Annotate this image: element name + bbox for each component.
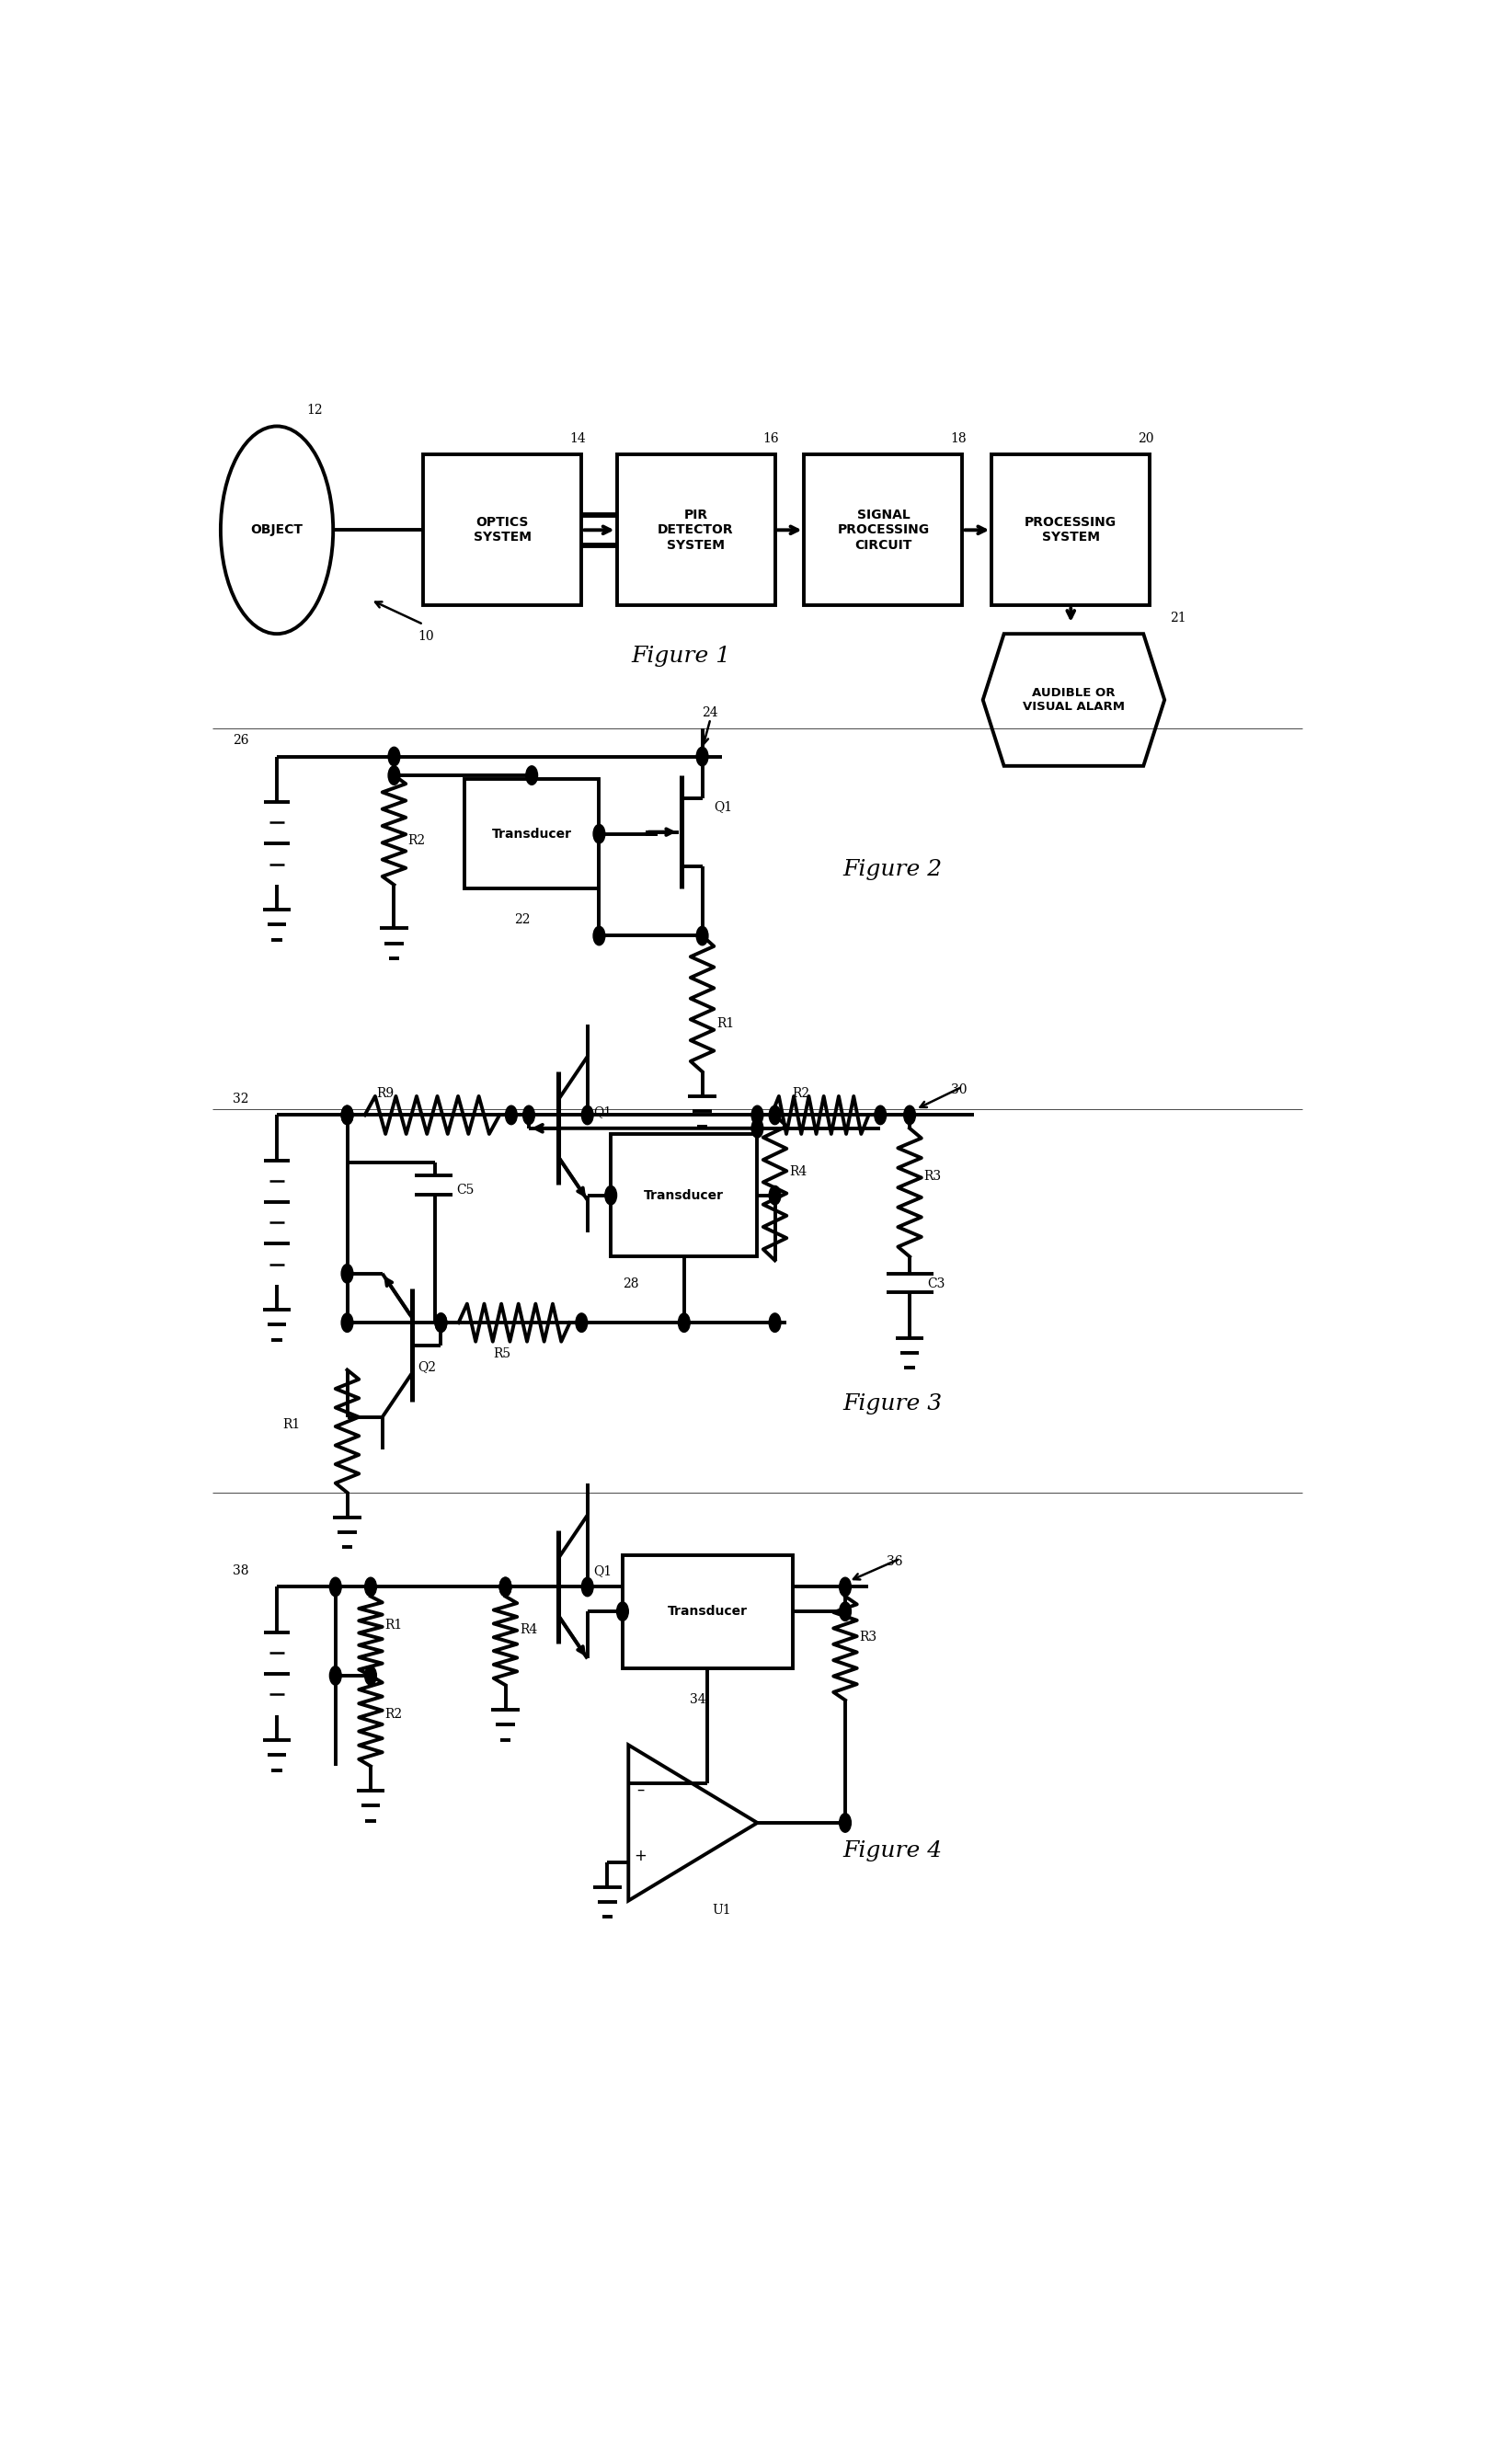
Circle shape — [435, 1314, 448, 1333]
FancyBboxPatch shape — [464, 779, 599, 890]
Text: Q1: Q1 — [593, 1105, 612, 1118]
Circle shape — [342, 1105, 352, 1125]
Polygon shape — [629, 1745, 758, 1900]
Text: +: + — [634, 1848, 647, 1865]
Circle shape — [342, 1105, 352, 1125]
Text: 16: 16 — [764, 431, 779, 446]
Text: R1: R1 — [384, 1618, 402, 1632]
Circle shape — [582, 1105, 593, 1125]
Circle shape — [617, 1603, 629, 1620]
Text: 10: 10 — [417, 630, 434, 642]
Text: R1: R1 — [283, 1419, 301, 1431]
Circle shape — [593, 824, 605, 843]
FancyBboxPatch shape — [623, 1554, 792, 1669]
Polygon shape — [983, 635, 1164, 765]
FancyBboxPatch shape — [617, 453, 774, 605]
Text: 34: 34 — [689, 1694, 706, 1706]
Text: –: – — [637, 1782, 644, 1799]
Text: U1: U1 — [712, 1904, 732, 1917]
Text: 28: 28 — [623, 1277, 638, 1292]
Circle shape — [751, 1118, 764, 1137]
Text: Figure 1: Figure 1 — [632, 647, 730, 667]
Text: 18: 18 — [951, 431, 966, 446]
Text: Q1: Q1 — [593, 1564, 612, 1578]
Circle shape — [839, 1578, 851, 1596]
Circle shape — [330, 1578, 342, 1596]
Circle shape — [839, 1814, 851, 1833]
Circle shape — [342, 1314, 352, 1333]
Text: Q1: Q1 — [714, 799, 732, 814]
Circle shape — [839, 1603, 851, 1620]
Circle shape — [770, 1314, 780, 1333]
Text: 24: 24 — [702, 706, 718, 718]
Text: OBJECT: OBJECT — [251, 525, 302, 537]
Text: Figure 3: Figure 3 — [842, 1392, 942, 1414]
Text: 21: 21 — [1170, 610, 1187, 625]
Text: R4: R4 — [789, 1164, 807, 1179]
Text: R1: R1 — [717, 1017, 733, 1029]
Text: 14: 14 — [570, 431, 587, 446]
Text: Figure 2: Figure 2 — [842, 860, 942, 880]
Circle shape — [582, 1578, 593, 1596]
FancyBboxPatch shape — [423, 453, 582, 605]
Text: Q2: Q2 — [417, 1360, 435, 1373]
Circle shape — [364, 1667, 376, 1684]
Circle shape — [593, 926, 605, 946]
FancyBboxPatch shape — [992, 453, 1149, 605]
Text: R3: R3 — [859, 1630, 877, 1645]
Circle shape — [342, 1265, 352, 1282]
Circle shape — [874, 1105, 886, 1125]
Ellipse shape — [221, 426, 333, 635]
Text: OPTICS
SYSTEM: OPTICS SYSTEM — [473, 517, 531, 544]
Circle shape — [505, 1105, 517, 1125]
Circle shape — [697, 926, 708, 946]
Text: R9: R9 — [376, 1088, 395, 1100]
Text: R2: R2 — [792, 1088, 810, 1100]
Text: 30: 30 — [951, 1083, 966, 1096]
Text: 26: 26 — [233, 735, 248, 748]
Circle shape — [576, 1314, 587, 1333]
Circle shape — [751, 1105, 764, 1125]
Text: PROCESSING
SYSTEM: PROCESSING SYSTEM — [1025, 517, 1117, 544]
Text: R5: R5 — [493, 1348, 511, 1360]
Circle shape — [499, 1578, 511, 1596]
Circle shape — [499, 1578, 511, 1596]
Text: 36: 36 — [886, 1554, 903, 1569]
Text: Transducer: Transducer — [644, 1189, 724, 1201]
Text: 22: 22 — [514, 914, 531, 926]
Text: Transducer: Transducer — [667, 1605, 747, 1618]
Text: C3: C3 — [927, 1277, 945, 1292]
Text: Transducer: Transducer — [491, 828, 572, 841]
Circle shape — [526, 767, 538, 784]
Text: R2: R2 — [384, 1708, 402, 1721]
Text: R3: R3 — [924, 1169, 942, 1184]
Circle shape — [330, 1667, 342, 1684]
Text: 32: 32 — [233, 1093, 248, 1105]
Text: 38: 38 — [233, 1564, 248, 1578]
Text: AUDIBLE OR
VISUAL ALARM: AUDIBLE OR VISUAL ALARM — [1022, 686, 1125, 713]
Circle shape — [679, 1314, 689, 1333]
Circle shape — [523, 1105, 535, 1125]
Text: 20: 20 — [1139, 431, 1154, 446]
FancyBboxPatch shape — [611, 1135, 758, 1257]
Circle shape — [605, 1186, 617, 1206]
Circle shape — [770, 1105, 780, 1125]
Text: 12: 12 — [305, 404, 322, 417]
Circle shape — [770, 1186, 780, 1206]
Text: Figure 4: Figure 4 — [842, 1841, 942, 1863]
Circle shape — [435, 1314, 448, 1333]
Circle shape — [389, 767, 399, 784]
Circle shape — [389, 748, 399, 767]
Text: SIGNAL
PROCESSING
CIRCUIT: SIGNAL PROCESSING CIRCUIT — [838, 510, 930, 551]
Text: R4: R4 — [520, 1623, 537, 1635]
Text: PIR
DETECTOR
SYSTEM: PIR DETECTOR SYSTEM — [658, 510, 733, 551]
Circle shape — [364, 1578, 376, 1596]
FancyBboxPatch shape — [804, 453, 963, 605]
Text: C5: C5 — [457, 1184, 473, 1196]
Text: R2: R2 — [408, 833, 426, 848]
Circle shape — [697, 748, 708, 767]
Circle shape — [904, 1105, 915, 1125]
